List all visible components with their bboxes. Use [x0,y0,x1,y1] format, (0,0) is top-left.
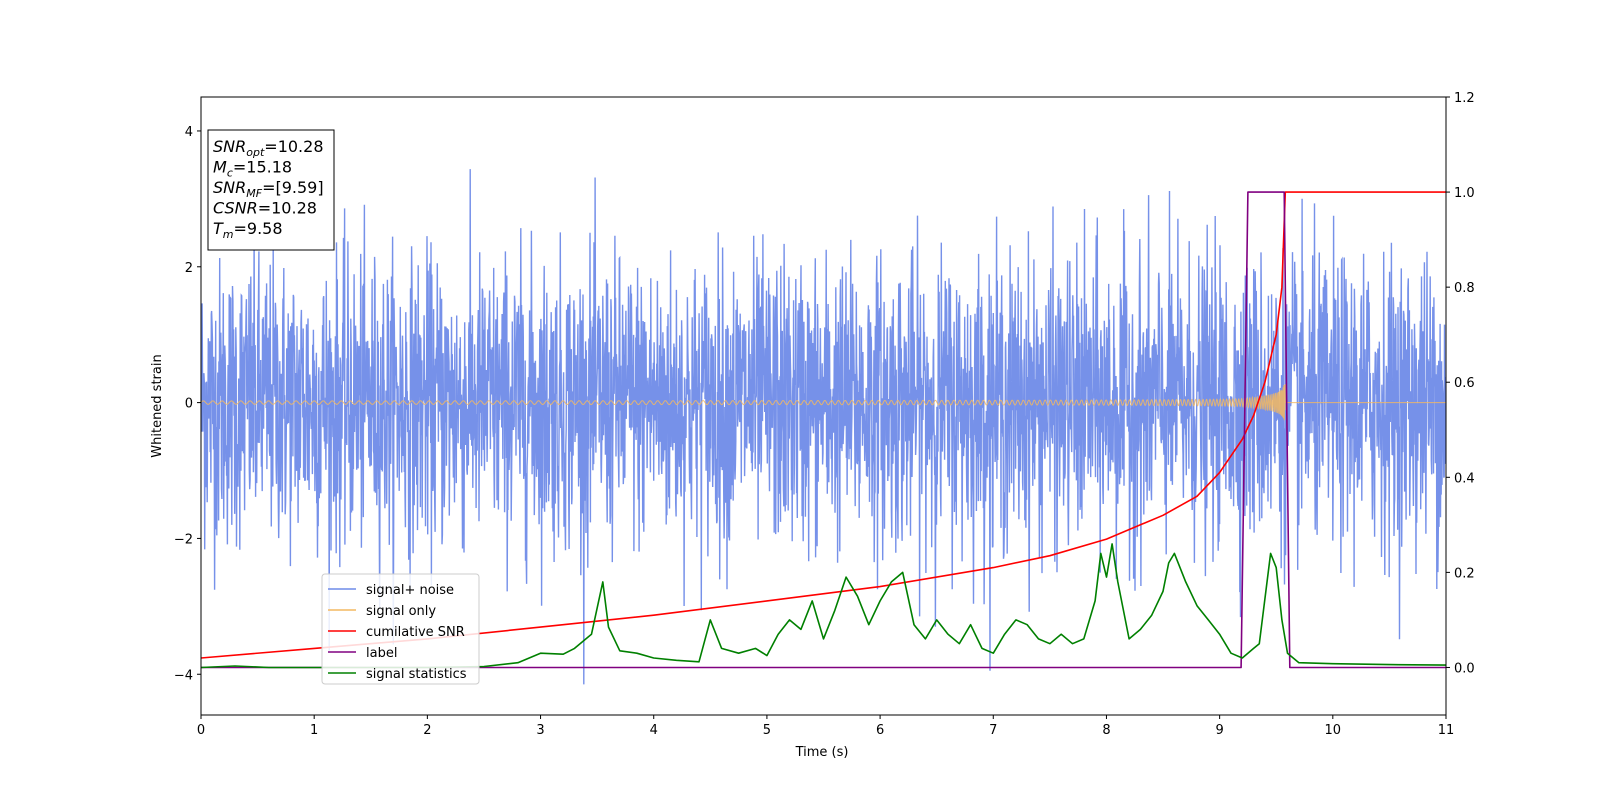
x-tick-label: 7 [989,723,997,738]
annotation-line: CSNR=10.28 [213,199,317,218]
x-tick-label: 9 [1215,723,1223,738]
y2-tick-label: 1.0 [1454,186,1475,201]
y2-tick-label: 0.8 [1454,281,1475,296]
legend-label: signal statistics [366,667,467,682]
annotation-value: =10.28 [264,137,323,156]
annotation-line: SNRopt=10.28 [213,137,324,159]
x-tick-label: 8 [1102,723,1110,738]
annotation-line: Tm=9.58 [213,219,283,241]
annotation-symbol: CSNR [213,199,258,218]
y-axis-left: 4 2 0 −2 −4 [174,125,201,683]
y2-tick-label: 0.6 [1454,376,1475,391]
y2-tick-label: 0.4 [1454,471,1475,486]
y2-tick-label: 0.0 [1454,661,1475,676]
annotation-value: =15.18 [233,158,292,177]
x-tick-label: 5 [763,723,771,738]
y-tick-label: −2 [174,532,193,547]
series-signal-noise [201,169,1446,685]
legend-label: label [366,646,397,661]
x-tick-label: 10 [1325,723,1342,738]
annotation-symbol: SNR [213,137,246,156]
plot-area [201,169,1446,685]
legend-label: signal+ noise [366,583,454,598]
annotation-value: =[9.59] [262,178,324,197]
x-tick-label: 4 [650,723,658,738]
annotation-symbol: SNR [213,178,246,197]
x-axis-label: Time (s) [795,745,849,760]
x-tick-label: 0 [197,723,205,738]
annotation-value: =10.28 [258,199,317,218]
legend-label: signal only [366,604,436,619]
annotation-value: =9.58 [234,219,283,238]
series-label [201,191,1446,669]
y-axis-label: Whitened strain [150,354,165,457]
y2-tick-label: 1.2 [1454,91,1475,106]
legend-label: cumilative SNR [366,625,465,640]
x-axis: 0 1 2 3 4 5 6 7 8 9 10 11 [197,715,1454,738]
y-tick-label: −4 [174,668,193,683]
x-tick-label: 6 [876,723,884,738]
x-tick-label: 3 [536,723,544,738]
series-cumilative-snr [201,191,1446,659]
annotation-box: SNRopt=10.28Mc=15.18SNRMF=[9.59]CSNR=10.… [207,129,335,251]
x-tick-label: 2 [423,723,431,738]
annotation-line: Mc=15.18 [213,158,292,180]
annotation-subscript: opt [246,146,265,159]
annotation-subscript: m [223,228,234,241]
annotation-line: SNRMF=[9.59] [213,178,324,200]
annotation-symbol: T [213,219,224,238]
annotation-subscript: c [227,167,233,180]
plot-frame [200,96,1447,716]
y-tick-label: 2 [185,261,193,276]
series-signal-statistics [201,543,1446,669]
annotation-symbol: M [213,158,227,177]
y-tick-label: 0 [185,397,193,412]
x-tick-label: 1 [310,723,318,738]
y-tick-label: 4 [185,125,193,140]
series-signal-only [201,383,1446,421]
annotation-subscript: MF [246,187,262,200]
y2-tick-label: 0.2 [1454,566,1475,581]
x-tick-label: 11 [1438,723,1455,738]
legend: signal+ noise signal only cumilative SNR la… [321,573,480,685]
y-axis-right: 1.2 1.0 0.8 0.6 0.4 0.2 0.0 [1446,91,1475,676]
